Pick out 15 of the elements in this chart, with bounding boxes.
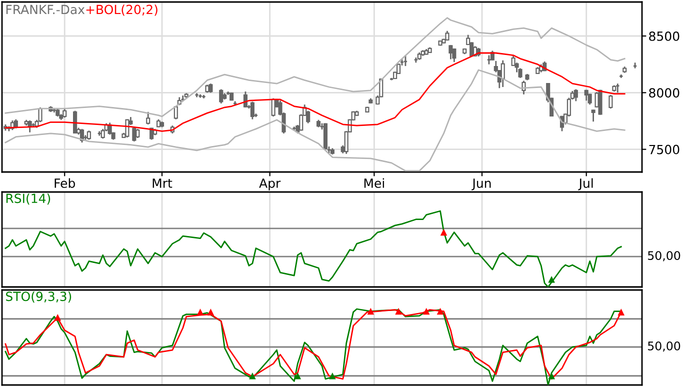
x-tick-label: Jun (472, 178, 491, 190)
chart-title: FRANKF.-Dax (6, 4, 85, 14)
x-tick-label: Mrt (152, 178, 172, 188)
text: +BOL(20;2) (86, 4, 158, 16)
y-tick-label: 7500 (649, 144, 680, 154)
text: 50,00 (648, 251, 680, 262)
y-tick-label: 8500 (649, 31, 680, 41)
x-tick-label: Apr (259, 178, 281, 190)
x-tick-label: Jul (578, 178, 593, 190)
chart-title: RSI(14) (6, 193, 50, 205)
text: 50,00 (648, 341, 680, 352)
x-tick-label: Feb (54, 178, 75, 188)
chart-title: STO(9,3,3) (6, 291, 72, 303)
y-tick-label: 8000 (649, 88, 680, 98)
x-tick-label: Mei (364, 178, 384, 188)
